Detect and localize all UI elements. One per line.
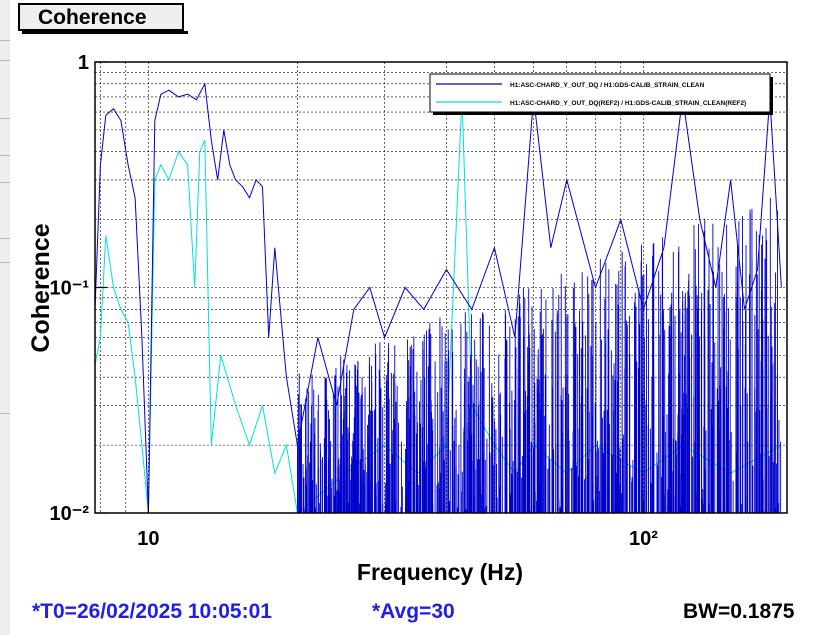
plot-title-box: Coherence — [18, 3, 184, 31]
y-tick-label: 10⁻² — [50, 503, 90, 525]
legend-label-1: H1:ASC-CHARD_Y_OUT_DQ / H1:GDS-CALIB_STR… — [510, 82, 705, 89]
averages-label: *Avg=30 — [372, 600, 455, 623]
y-tick-label: 10⁻¹ — [50, 278, 90, 300]
series-line-1 — [94, 82, 782, 514]
legend-label-2: H1:ASC-CHARD_Y_OUT_DQ(REF2) / H1:GDS-CAL… — [510, 100, 746, 107]
y-tick-label: 1 — [78, 52, 89, 74]
x-tick-label: 10² — [629, 528, 658, 550]
series-1-spikes — [296, 197, 782, 513]
x-axis-title: Frequency (Hz) — [357, 559, 523, 585]
left-window-strip — [0, 0, 10, 635]
bandwidth-label: BW=0.1875 — [683, 600, 795, 623]
start-time-label: *T0=26/02/2025 10:05:01 — [32, 600, 272, 623]
x-tick-label: 10 — [137, 528, 159, 550]
title-box-shadow — [22, 31, 188, 34]
y-axis-title: Coherence — [27, 223, 55, 352]
legend-box — [429, 73, 771, 113]
